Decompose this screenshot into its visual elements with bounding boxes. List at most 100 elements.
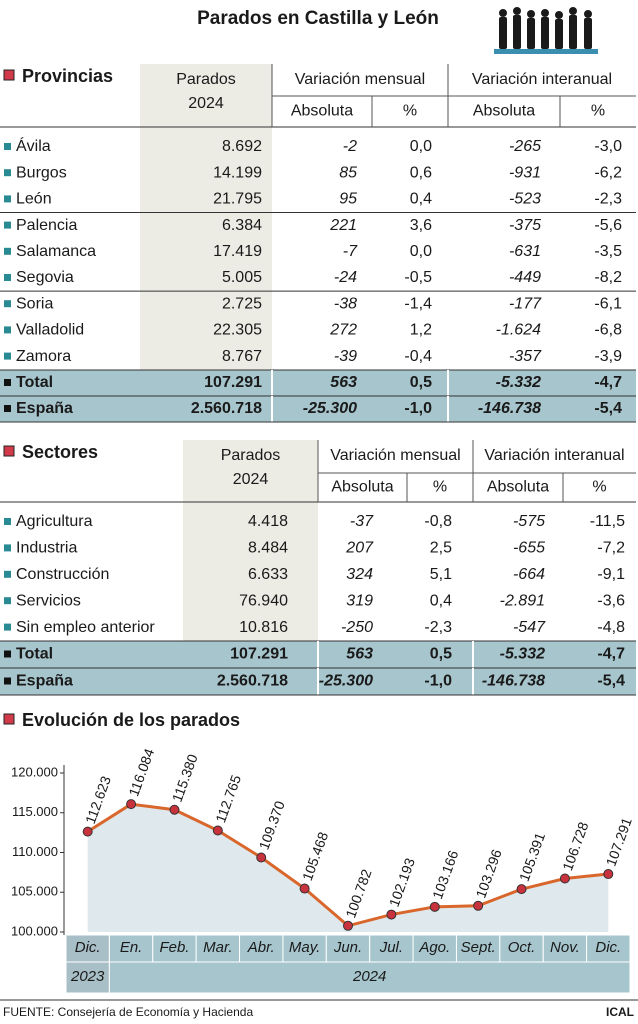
row-label: Zamora	[16, 348, 71, 365]
cell: 8.767	[222, 348, 262, 365]
area	[87, 804, 609, 932]
x-tick-label: En.	[120, 939, 143, 956]
cell: -5,4	[594, 400, 622, 417]
category-cell	[455, 934, 501, 963]
bullet	[4, 405, 11, 412]
row-label: Sin empleo anterior	[16, 619, 155, 636]
cell: -575	[513, 513, 545, 530]
cell: 22.305	[213, 322, 262, 339]
cell: -523	[509, 191, 541, 208]
cell: 14.199	[213, 164, 262, 181]
cell: 207	[345, 540, 374, 557]
cell: -1.624	[496, 322, 541, 339]
value-label: 106.728	[559, 820, 591, 873]
bullet	[4, 650, 11, 658]
cell: 0,0	[410, 138, 432, 155]
cell: -357	[509, 348, 542, 365]
cell: -375	[509, 217, 541, 234]
category-cell	[195, 934, 241, 963]
cell: -4,7	[597, 646, 625, 663]
subheader: %	[403, 103, 417, 120]
row-label: Servicios	[16, 592, 81, 609]
marker	[82, 826, 93, 837]
cell: 6.633	[248, 566, 288, 583]
bullet	[4, 379, 11, 386]
marker	[516, 884, 527, 895]
bullet	[4, 597, 11, 605]
cell: -8,2	[594, 269, 622, 286]
cell: -631	[509, 243, 541, 260]
cell: -146.738	[478, 400, 541, 417]
cell: 2.560.718	[217, 673, 288, 690]
cell: -5,4	[597, 673, 625, 690]
row-label: Total	[16, 646, 53, 663]
section-marker	[3, 69, 15, 81]
header: Variación mensual	[295, 71, 425, 88]
cell: -1,4	[404, 295, 432, 312]
bullet	[4, 352, 11, 360]
x-tick-label: Ago.	[418, 939, 450, 956]
cell: -25.300	[319, 673, 373, 690]
cell: -655	[513, 540, 545, 557]
bullet	[4, 247, 11, 255]
cell: 1,2	[410, 322, 432, 339]
x-tick-label: Dic.	[75, 939, 101, 956]
cell: 107.291	[204, 374, 262, 391]
x-tick-label: Feb.	[159, 939, 189, 956]
cell: 221	[329, 217, 357, 234]
marker	[343, 920, 353, 931]
cell: -2,3	[594, 191, 622, 208]
year-cell	[108, 961, 631, 994]
cell: 0,5	[430, 646, 452, 663]
subheader: %	[433, 479, 447, 496]
cell: -3,9	[594, 348, 622, 365]
cell: -664	[513, 566, 545, 583]
x-tick-label: Jul.	[379, 939, 403, 956]
category-cell	[108, 934, 154, 963]
category-cell	[325, 934, 371, 963]
subheader: %	[591, 103, 605, 120]
bullet	[4, 677, 11, 685]
marker	[473, 900, 484, 911]
row-label: Segovia	[16, 269, 74, 286]
subheader: Absoluta	[291, 103, 353, 120]
y-tick-label: 110.000	[12, 844, 58, 859]
bullet	[4, 300, 11, 308]
value-label: 109.370	[255, 799, 287, 852]
total-band	[0, 370, 636, 396]
cell: -37	[350, 513, 374, 530]
value-label: 115.380	[169, 752, 201, 804]
section-title: Provincias	[22, 66, 113, 86]
cell: -6,1	[594, 295, 622, 312]
people-icon	[494, 7, 598, 54]
marker	[169, 804, 180, 815]
x-tick-label: May.	[289, 939, 320, 956]
cell: -38	[334, 295, 357, 312]
cell: -0,8	[424, 513, 452, 530]
marker	[299, 883, 310, 894]
section-title: Evolución de los parados	[22, 710, 240, 730]
row-label: España	[16, 400, 73, 417]
header: Variación interanual	[472, 71, 612, 88]
cell: 76.940	[239, 592, 288, 609]
bullet	[4, 195, 11, 203]
row-label: Burgos	[16, 164, 67, 181]
parados-column-shade	[183, 440, 318, 641]
marker	[256, 852, 267, 863]
cell: -265	[509, 138, 541, 155]
cell: 0,0	[410, 243, 432, 260]
bullet	[4, 274, 11, 281]
value-label: 112.765	[212, 773, 244, 825]
cell: -24	[334, 269, 357, 286]
cell: -449	[509, 269, 541, 286]
x-tick-label: Abr.	[247, 939, 275, 956]
cell: -5.332	[496, 374, 541, 391]
bullet	[4, 326, 11, 334]
section-marker	[3, 713, 15, 725]
cell: 2,5	[430, 540, 452, 557]
cell: 6.384	[222, 217, 262, 234]
row-label: Ávila	[16, 136, 51, 155]
cell: -177	[509, 295, 542, 312]
value-label: 103.296	[472, 847, 504, 900]
